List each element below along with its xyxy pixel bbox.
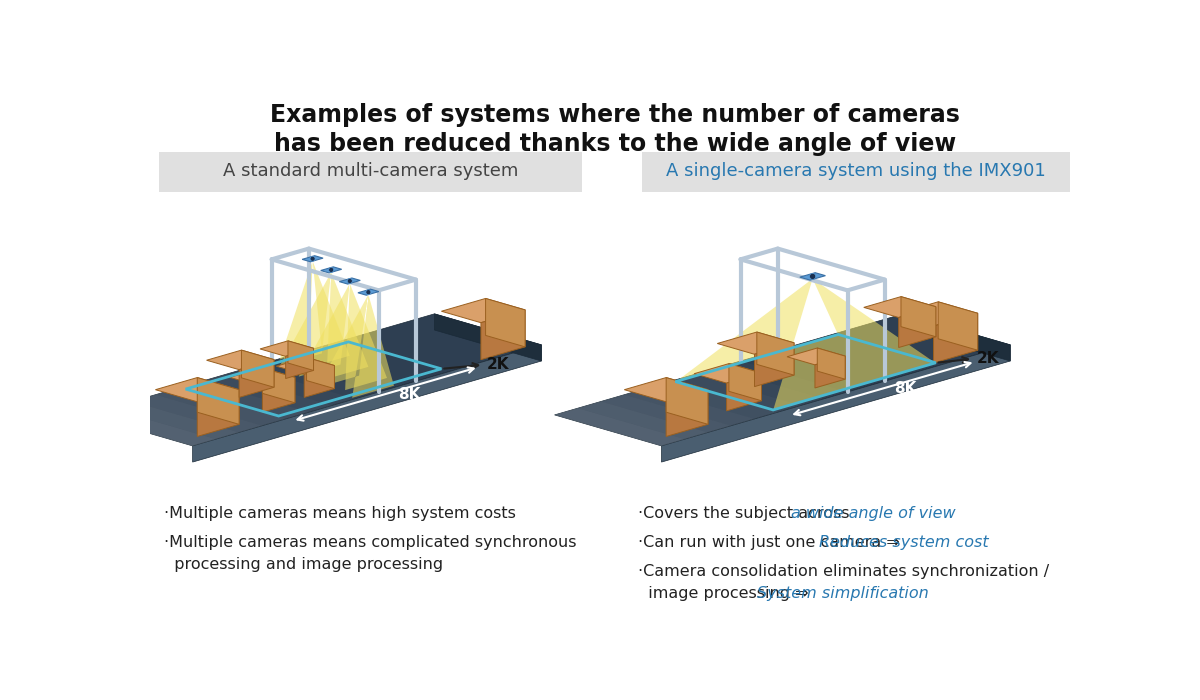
Text: Examples of systems where the number of cameras: Examples of systems where the number of … — [270, 103, 960, 127]
Polygon shape — [109, 401, 239, 439]
Polygon shape — [241, 350, 274, 387]
Polygon shape — [899, 307, 936, 347]
Polygon shape — [815, 356, 845, 388]
Polygon shape — [288, 341, 313, 370]
Polygon shape — [671, 374, 802, 412]
Text: 8K: 8K — [894, 381, 917, 396]
Text: ·Camera consolidation eliminates synchronization /: ·Camera consolidation eliminates synchro… — [638, 564, 1049, 580]
Polygon shape — [817, 348, 845, 379]
Polygon shape — [280, 272, 368, 379]
Circle shape — [810, 274, 816, 279]
Text: 2K: 2K — [977, 351, 1000, 366]
Polygon shape — [156, 388, 286, 426]
Polygon shape — [486, 298, 526, 347]
Polygon shape — [263, 377, 295, 412]
Polygon shape — [358, 289, 379, 295]
Text: 8K: 8K — [397, 386, 420, 402]
Polygon shape — [156, 377, 239, 402]
Polygon shape — [648, 382, 778, 419]
Polygon shape — [276, 358, 335, 374]
Polygon shape — [202, 374, 332, 412]
Polygon shape — [578, 401, 708, 439]
Text: A single-camera system using the IMX901: A single-camera system using the IMX901 — [666, 162, 1046, 181]
Polygon shape — [299, 284, 386, 390]
Text: ·Multiple cameras means complicated synchronous: ·Multiple cameras means complicated sync… — [164, 536, 576, 550]
Polygon shape — [263, 368, 295, 402]
Polygon shape — [193, 345, 541, 462]
Polygon shape — [197, 377, 239, 424]
Polygon shape — [260, 341, 313, 356]
Polygon shape — [601, 395, 731, 433]
Polygon shape — [728, 363, 762, 401]
Polygon shape — [800, 273, 826, 280]
Polygon shape — [340, 278, 360, 284]
Polygon shape — [206, 350, 274, 370]
Polygon shape — [676, 279, 936, 410]
Polygon shape — [901, 297, 936, 337]
Polygon shape — [306, 358, 335, 388]
Polygon shape — [661, 345, 1010, 462]
Circle shape — [347, 279, 353, 284]
Polygon shape — [85, 314, 541, 446]
Text: a wide angle of view: a wide angle of view — [791, 506, 955, 521]
Polygon shape — [694, 363, 762, 383]
Polygon shape — [726, 373, 762, 411]
Polygon shape — [864, 297, 936, 318]
Text: processing and image processing: processing and image processing — [164, 556, 443, 572]
Polygon shape — [320, 267, 342, 273]
Polygon shape — [554, 408, 685, 446]
Polygon shape — [239, 360, 274, 398]
Polygon shape — [280, 261, 349, 368]
Polygon shape — [904, 314, 1010, 361]
Text: ·Multiple cameras means high system costs: ·Multiple cameras means high system cost… — [164, 506, 516, 521]
Polygon shape — [179, 382, 308, 419]
Polygon shape — [305, 365, 335, 398]
Polygon shape — [197, 390, 239, 437]
Text: image processing ⇒: image processing ⇒ — [638, 586, 814, 601]
Polygon shape — [624, 377, 708, 402]
Text: has been reduced thanks to the wide angle of view: has been reduced thanks to the wide angl… — [274, 132, 956, 156]
Polygon shape — [894, 302, 978, 326]
Text: System simplification: System simplification — [757, 586, 929, 601]
Polygon shape — [302, 256, 323, 262]
Polygon shape — [481, 310, 526, 360]
Polygon shape — [718, 332, 794, 354]
Text: ·Covers the subject across: ·Covers the subject across — [638, 506, 854, 521]
FancyBboxPatch shape — [642, 152, 1070, 192]
Polygon shape — [317, 295, 394, 398]
Polygon shape — [666, 390, 708, 437]
Polygon shape — [938, 302, 978, 350]
Polygon shape — [787, 348, 845, 365]
Polygon shape — [934, 314, 978, 363]
Polygon shape — [442, 298, 526, 323]
Text: ·Can run with just one camera ⇒: ·Can run with just one camera ⇒ — [638, 536, 905, 550]
Polygon shape — [85, 408, 216, 446]
Polygon shape — [755, 343, 794, 386]
Circle shape — [329, 267, 334, 272]
Polygon shape — [666, 377, 708, 424]
Polygon shape — [132, 395, 263, 433]
Text: A standard multi-camera system: A standard multi-camera system — [223, 162, 518, 181]
Polygon shape — [434, 314, 541, 361]
FancyBboxPatch shape — [160, 152, 582, 192]
Polygon shape — [757, 332, 794, 375]
Circle shape — [366, 290, 371, 295]
Polygon shape — [286, 349, 313, 379]
Text: Reduces system cost: Reduces system cost — [820, 536, 989, 550]
Polygon shape — [230, 368, 295, 387]
Text: 2K: 2K — [487, 357, 510, 372]
Polygon shape — [624, 388, 755, 426]
Polygon shape — [554, 314, 1010, 446]
Circle shape — [310, 256, 316, 261]
